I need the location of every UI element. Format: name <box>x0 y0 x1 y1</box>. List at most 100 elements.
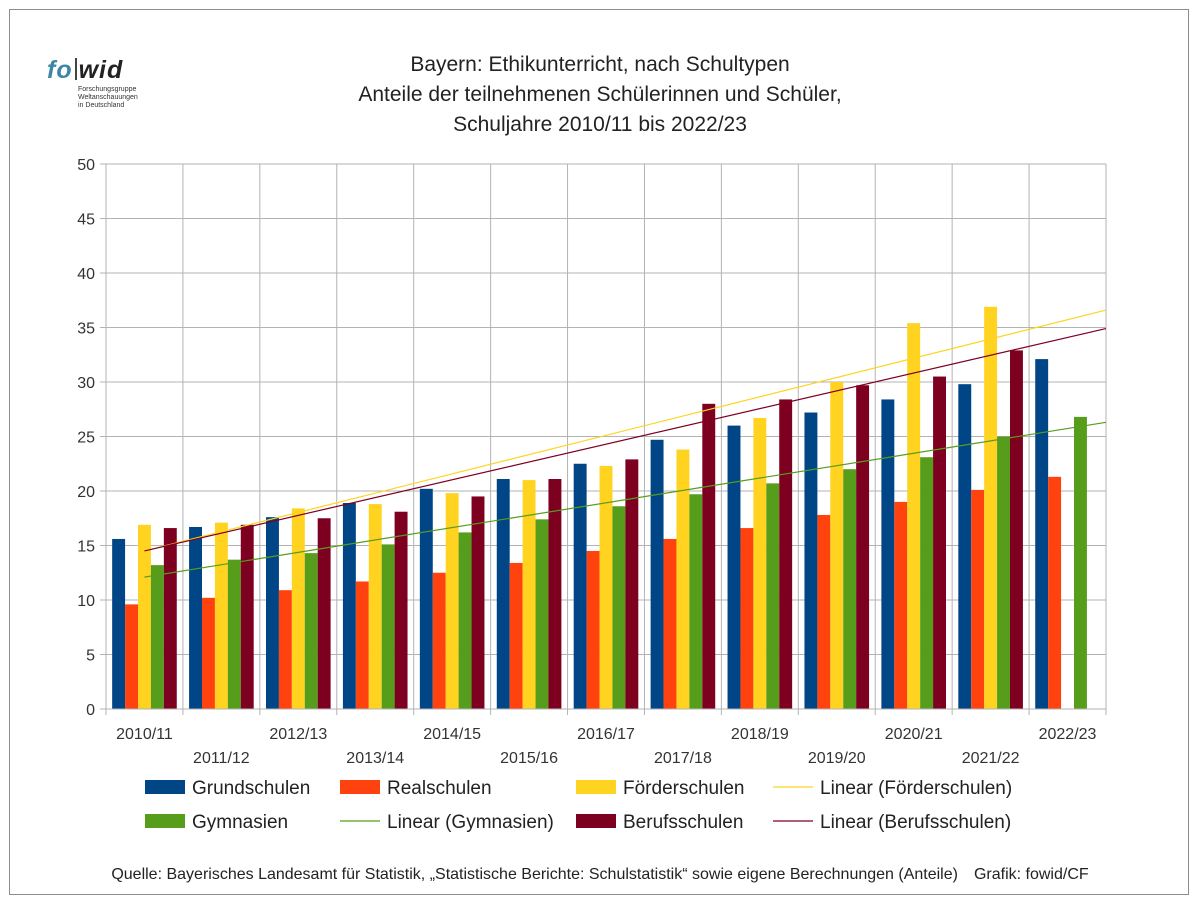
bar <box>368 504 382 709</box>
chart-subtitle-line: Anteile der teilnehmenen Schülerinnen un… <box>358 83 842 106</box>
bar <box>817 514 831 709</box>
bar <box>125 604 138 709</box>
legend-swatch <box>576 780 616 794</box>
x-tick-label: 2022/23 <box>1039 726 1097 743</box>
y-tick-label: 10 <box>77 593 95 610</box>
logo-subtitle: Forschungsgruppe Weltanschauungen in Deu… <box>78 86 168 110</box>
legend-swatch <box>340 780 380 794</box>
y-tick-label: 40 <box>77 266 95 283</box>
bar <box>1048 476 1062 709</box>
y-tick-label: 35 <box>77 321 95 338</box>
legend-swatch <box>145 814 185 828</box>
legend-label: Gymnasien <box>192 812 288 833</box>
legend-label: Linear (Förderschulen) <box>820 778 1012 799</box>
bar <box>779 399 793 709</box>
bar <box>304 553 318 709</box>
source-note: Quelle: Bayerisches Landesamt für Statis… <box>0 866 1200 884</box>
legend-label: Berufsschulen <box>623 812 743 833</box>
bar <box>997 436 1010 709</box>
x-tick-label: 2015/16 <box>500 750 558 767</box>
bar <box>355 581 369 709</box>
y-tick-label: 0 <box>86 702 95 719</box>
x-tick-label: 2021/22 <box>962 750 1020 767</box>
bar <box>599 465 613 709</box>
bar <box>689 494 703 709</box>
bar <box>933 376 946 709</box>
bar <box>958 384 972 709</box>
x-tick-label: 2017/18 <box>654 750 712 767</box>
trendline <box>144 421 1107 578</box>
logo-wordmark: fo wid <box>47 56 124 84</box>
bar <box>150 565 164 709</box>
bar <box>984 306 998 709</box>
source-text: Quelle: Bayerisches Landesamt für Statis… <box>111 866 958 883</box>
legend-label: Grundschulen <box>192 778 310 799</box>
bar <box>535 519 549 709</box>
bar <box>394 511 408 709</box>
graphic-credit: Grafik: fowid/CF <box>973 866 1089 883</box>
fowid-logo: fo wid Forschungsgruppe Weltanschauungen … <box>47 56 157 116</box>
bar <box>843 469 857 709</box>
bar <box>573 463 587 709</box>
bar <box>189 526 202 709</box>
x-tick-label: 2020/21 <box>885 726 943 743</box>
chart-frame <box>9 9 1189 895</box>
bar <box>458 532 472 709</box>
bar <box>509 562 523 709</box>
chart-title-line: Bayern: Ethikunterricht, nach Schultypen <box>410 53 790 76</box>
y-tick-label: 15 <box>77 539 95 556</box>
y-tick-label: 50 <box>77 157 95 174</box>
y-tick-label: 25 <box>77 430 95 447</box>
bar <box>894 501 908 709</box>
x-tick-label: 2010/11 <box>116 726 173 743</box>
logo-subtitle-line: Weltanschauungen <box>78 94 138 101</box>
bar <box>856 385 870 709</box>
bar <box>727 425 741 709</box>
legend-label: Linear (Berufsschulen) <box>820 812 1011 833</box>
bar <box>971 489 985 709</box>
bar <box>920 457 934 709</box>
y-tick-label: 5 <box>86 648 95 665</box>
bar <box>163 528 177 709</box>
legend-label: Realschulen <box>387 778 492 799</box>
bar <box>612 506 626 709</box>
bar <box>766 483 780 709</box>
bar <box>214 522 228 709</box>
bar <box>419 488 433 709</box>
x-tick-label: 2019/20 <box>808 750 866 767</box>
bar <box>663 538 677 709</box>
bar <box>227 559 241 709</box>
bar <box>240 524 254 709</box>
bar <box>496 479 510 709</box>
legend-swatch <box>576 814 616 828</box>
legend-label: Förderschulen <box>623 778 744 799</box>
bar <box>381 544 395 709</box>
y-tick-label: 20 <box>77 484 95 501</box>
bar <box>740 528 754 709</box>
bar <box>625 459 639 709</box>
chart-title: Bayern: Ethikunterricht, nach Schultypen… <box>0 50 1200 140</box>
legend-label: Linear (Gymnasien) <box>387 812 554 833</box>
bar <box>907 323 921 709</box>
bar <box>676 449 690 709</box>
bar <box>548 479 562 709</box>
bar <box>753 417 767 709</box>
bar <box>266 517 279 709</box>
logo-subtitle-line: in Deutschland <box>78 102 125 109</box>
bar <box>881 399 895 709</box>
bar <box>278 590 292 709</box>
bar <box>1010 350 1023 709</box>
bar <box>138 524 151 709</box>
chart-subtitle-line: Schuljahre 2010/11 bis 2022/23 <box>453 113 747 136</box>
x-tick-label: 2013/14 <box>346 750 404 767</box>
trendline <box>144 309 1107 552</box>
y-tick-label: 30 <box>77 375 95 392</box>
bar <box>432 572 446 709</box>
x-tick-label: 2011/12 <box>193 750 250 767</box>
bar <box>112 538 126 709</box>
trendline <box>144 328 1107 552</box>
bar <box>342 502 356 709</box>
bar <box>586 550 600 709</box>
bar <box>1074 416 1087 709</box>
